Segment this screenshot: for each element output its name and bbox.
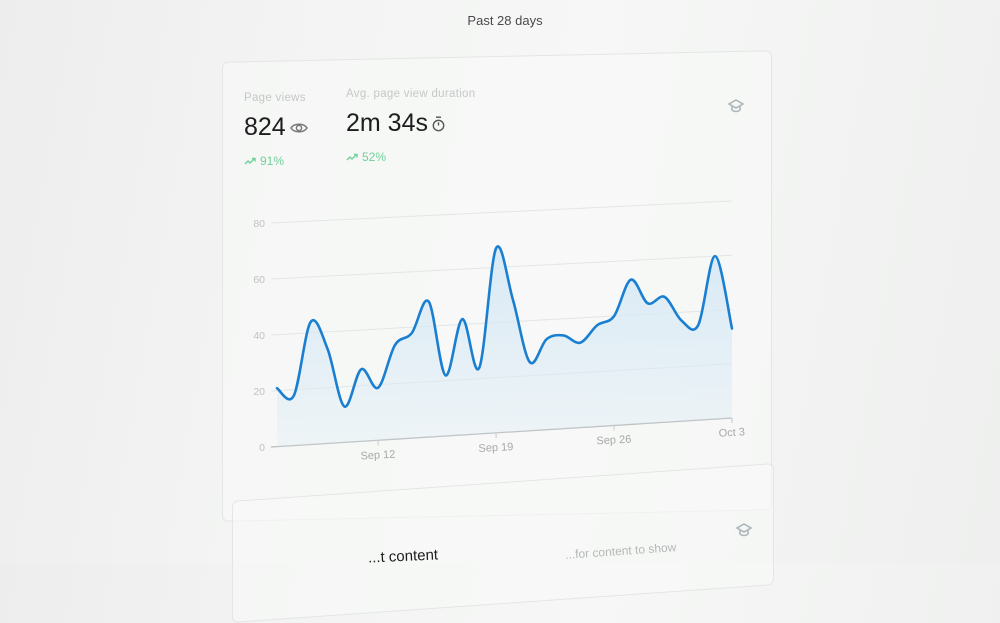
- period-label: Past 28 days: [467, 13, 543, 28]
- trending-up-icon: [346, 153, 358, 161]
- gridline: [270, 200, 733, 224]
- metric-page-views: Page views 824 91%: [244, 92, 308, 168]
- analytics-dashboard: Past 28 days Page views 824 91% Avg. pag…: [222, 13, 774, 623]
- y-tick-label: 60: [253, 274, 265, 286]
- metric-value: 2m 34s: [346, 109, 428, 137]
- metric-label: Avg. page view duration: [346, 88, 476, 100]
- trending-up-icon: [244, 157, 256, 165]
- metric-value: 824: [244, 113, 286, 141]
- metric-trend: 52%: [362, 150, 387, 164]
- graduation-cap-icon[interactable]: [727, 97, 745, 115]
- page-views-chart: 0 20 40 60 80 Sep 12 Sep 19 Sep 26 Oct 3: [253, 200, 745, 463]
- x-tick-label: Sep 19: [478, 441, 513, 455]
- metric-avg-duration: Avg. page view duration 2m 34s 52%: [346, 88, 475, 164]
- y-tick-label: 40: [253, 330, 265, 342]
- y-tick-label: 20: [253, 386, 265, 398]
- graduation-cap-icon[interactable]: [735, 521, 753, 539]
- x-tick-label: Oct 3: [718, 426, 745, 439]
- x-tick-label: Sep 12: [360, 449, 395, 463]
- eye-icon: [289, 123, 308, 132]
- metric-label: Page views: [244, 92, 306, 104]
- x-tick-label: Sep 26: [596, 434, 631, 448]
- y-tick-label: 80: [253, 218, 265, 230]
- series-line: [275, 245, 734, 408]
- content-card-title: ...t content: [367, 546, 439, 567]
- y-tick-label: 0: [259, 442, 265, 454]
- stopwatch-icon: [432, 116, 445, 131]
- area-fill: [277, 246, 732, 447]
- metric-trend: 91%: [260, 154, 285, 168]
